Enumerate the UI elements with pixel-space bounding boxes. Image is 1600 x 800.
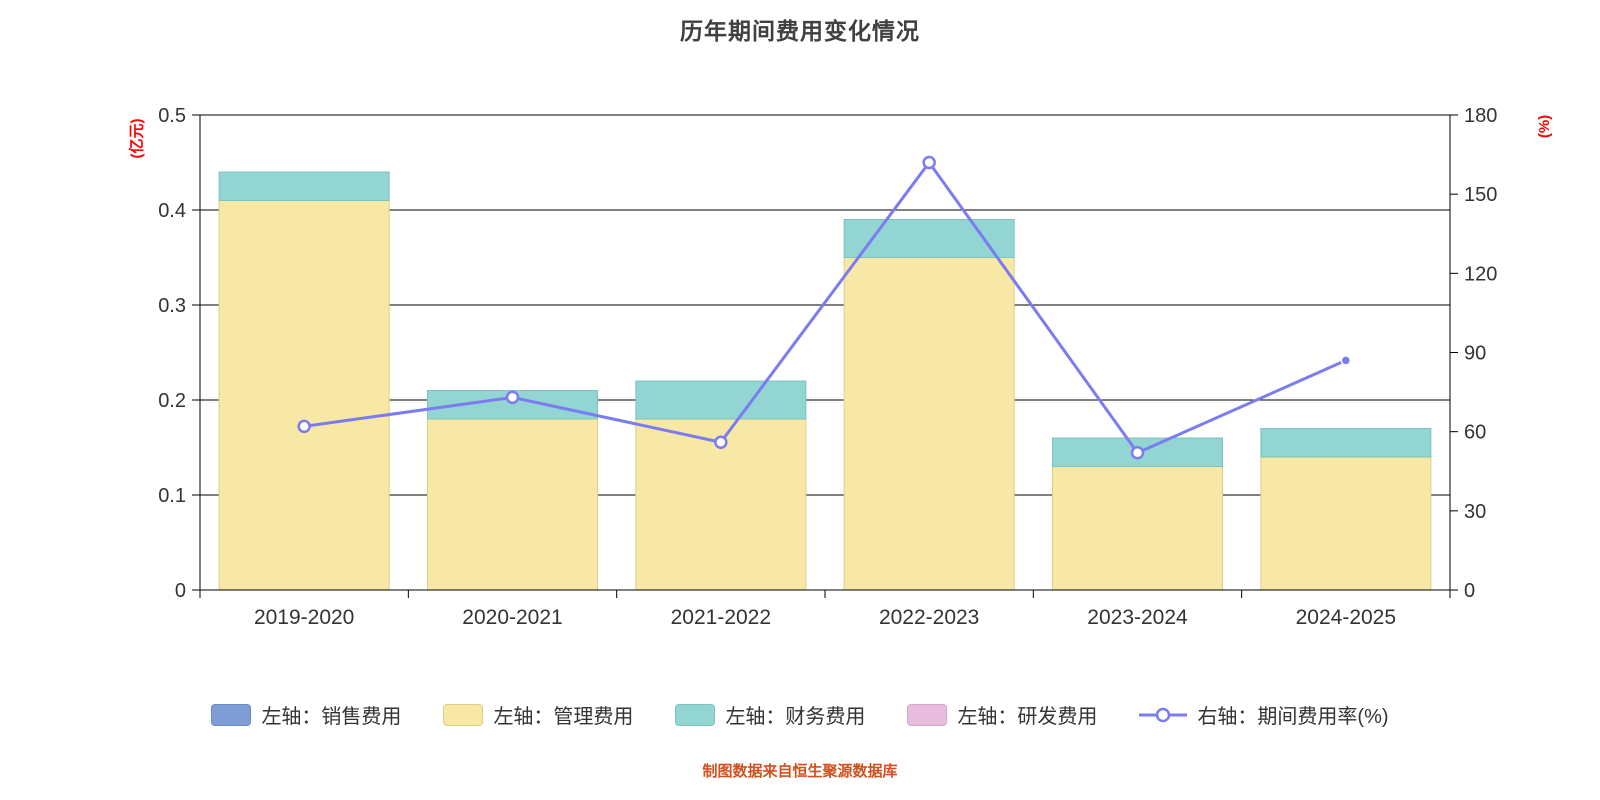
bar-segment — [218, 200, 390, 591]
x-axis-category-label: 2024-2025 — [1296, 606, 1396, 629]
x-axis-category-label: 2023-2024 — [1087, 606, 1188, 629]
legend-label: 左轴：财务费用 — [725, 706, 866, 728]
x-axis-category-label: 2021-2022 — [671, 606, 771, 629]
chart-title: 历年期间费用变化情况 — [680, 18, 920, 44]
left-axis-tick-label: 0.4 — [158, 200, 186, 222]
left-axis-tick-label: 0.5 — [158, 105, 186, 127]
legend-label: 右轴：期间费用率(%) — [1197, 706, 1389, 728]
left-axis-tick-label: 0.2 — [158, 390, 186, 412]
line-point — [1130, 446, 1145, 460]
plot-area: 0 0.1 0.2 0.3 0.4 0.5 0 30 60 90 120 150 180 2019-202… — [158, 105, 1497, 629]
bar-segment — [1260, 428, 1432, 458]
bar-segment — [843, 257, 1015, 591]
line-point — [505, 390, 520, 405]
x-axis-category-label: 2020-2021 — [462, 606, 562, 629]
legend-swatch — [907, 703, 948, 726]
left-axis-tick-label: 0 — [175, 580, 186, 602]
right-axis-tick-label: 30 — [1464, 501, 1486, 523]
right-axis-tick-label: 90 — [1464, 343, 1486, 365]
legend-item-1[interactable]: 左轴：管理费用 — [443, 700, 633, 729]
x-axis-category-label: 2019-2020 — [254, 606, 354, 629]
bar-segment — [427, 418, 598, 591]
bar-segment — [1052, 466, 1223, 591]
legend-swatch — [443, 703, 484, 726]
legend-item-3[interactable]: 左轴：研发费用 — [907, 700, 1097, 729]
right-axis-tick-label: 60 — [1464, 422, 1486, 444]
bar-segment — [1260, 456, 1432, 591]
legend-item-0[interactable]: 左轴：销售费用 — [211, 700, 401, 729]
legend-item-4[interactable]: 右轴：期间费用率(%) — [1139, 700, 1389, 729]
right-axis-tick-label: 150 — [1464, 184, 1497, 206]
line-point — [1340, 355, 1352, 366]
legend-label: 左轴：研发费用 — [957, 706, 1098, 728]
bar-segment — [635, 380, 807, 420]
x-axis-category-label: 2022-2023 — [879, 606, 979, 629]
legend-swatch — [211, 703, 252, 726]
legend-line-icon — [1139, 707, 1188, 722]
legend-swatch — [675, 703, 716, 726]
bar-segment — [218, 171, 390, 201]
legend-item-2[interactable]: 左轴：财务费用 — [675, 700, 865, 729]
bar-segment — [843, 219, 1015, 258]
line-point — [714, 435, 728, 449]
right-axis-tick-label: 180 — [1464, 105, 1497, 127]
right-axis-tick-label: 120 — [1464, 263, 1497, 285]
line-point — [922, 155, 936, 170]
line-point — [297, 419, 311, 434]
left-axis-tick-label: 0.1 — [158, 485, 186, 507]
legend-label: 左轴：管理费用 — [493, 706, 634, 728]
footer-note: 制图数据来自恒生聚源数据库 — [702, 763, 898, 780]
line-series — [303, 161, 1347, 455]
left-axis-tick-label: 0.3 — [158, 295, 186, 317]
legend: 左轴：销售费用 左轴：管理费用 左轴：财务费用 左轴：研发费用 右轴：期间费用率(%) — [0, 700, 1600, 729]
right-axis-tick-label: 0 — [1464, 580, 1475, 602]
legend-label: 左轴：销售费用 — [261, 706, 402, 728]
